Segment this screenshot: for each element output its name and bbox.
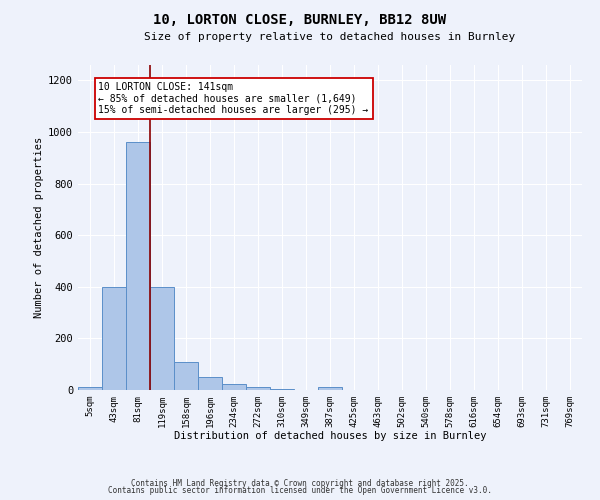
Bar xyxy=(102,287,126,390)
Bar xyxy=(270,388,294,390)
Bar xyxy=(318,388,342,390)
Bar xyxy=(198,377,222,390)
X-axis label: Distribution of detached houses by size in Burnley: Distribution of detached houses by size … xyxy=(174,432,486,442)
Bar xyxy=(150,287,174,390)
Text: 10, LORTON CLOSE, BURNLEY, BB12 8UW: 10, LORTON CLOSE, BURNLEY, BB12 8UW xyxy=(154,12,446,26)
Bar xyxy=(126,142,150,390)
Title: Size of property relative to detached houses in Burnley: Size of property relative to detached ho… xyxy=(145,32,515,42)
Bar xyxy=(174,362,198,390)
Text: Contains public sector information licensed under the Open Government Licence v3: Contains public sector information licen… xyxy=(108,486,492,495)
Bar xyxy=(78,388,102,390)
Text: Contains HM Land Registry data © Crown copyright and database right 2025.: Contains HM Land Registry data © Crown c… xyxy=(131,478,469,488)
Y-axis label: Number of detached properties: Number of detached properties xyxy=(34,137,44,318)
Bar xyxy=(222,384,246,390)
Text: 10 LORTON CLOSE: 141sqm
← 85% of detached houses are smaller (1,649)
15% of semi: 10 LORTON CLOSE: 141sqm ← 85% of detache… xyxy=(98,82,368,115)
Bar xyxy=(246,388,270,390)
